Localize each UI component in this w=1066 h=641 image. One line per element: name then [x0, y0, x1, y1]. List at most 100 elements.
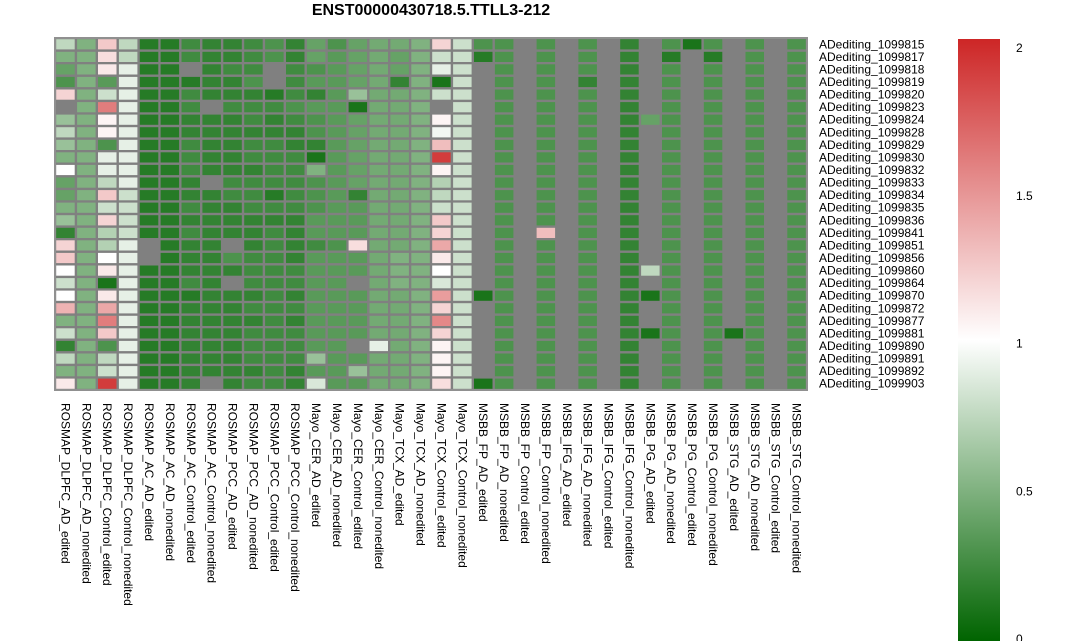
heatmap-cell: [56, 366, 75, 377]
heatmap-cell: [557, 303, 576, 314]
heatmap-cell: [745, 240, 764, 251]
heatmap-cell: [766, 89, 785, 100]
heatmap-cell: [515, 64, 535, 75]
heatmap-cell: [787, 177, 806, 188]
heatmap-cell: [244, 227, 263, 238]
heatmap-cell: [77, 202, 96, 213]
heatmap-cell: [77, 265, 96, 276]
heatmap-cell: [557, 315, 576, 326]
heatmap-cell: [202, 76, 221, 88]
heatmap-cell: [724, 64, 744, 75]
heatmap-cell: [578, 139, 597, 150]
heatmap-cell: [98, 252, 117, 264]
heatmap-cell: [411, 177, 430, 188]
heatmap-cell: [578, 278, 597, 289]
heatmap-cell: [557, 353, 576, 364]
heatmap-cell: [474, 353, 493, 364]
heatmap-cell: [160, 378, 180, 389]
column-label: ROSMAP_PCC_AD_edited: [226, 403, 240, 550]
heatmap-cell: [306, 76, 326, 88]
heatmap-cell: [223, 51, 242, 62]
column-label: Mayo_CER_Control_nonedited: [372, 403, 386, 569]
heatmap-cell: [703, 114, 723, 125]
heatmap-cell: [306, 152, 326, 163]
heatmap-cell: [787, 265, 806, 276]
heatmap-cell: [641, 127, 660, 138]
heatmap-cell: [703, 202, 723, 213]
heatmap-cell: [244, 340, 263, 352]
heatmap-cell: [181, 240, 200, 251]
heatmap-cell: [494, 127, 514, 138]
heatmap-cell: [620, 290, 639, 301]
heatmap-cell: [77, 303, 96, 314]
column-label: MSBB_PG_Control_edited: [685, 403, 699, 546]
heatmap-cell: [432, 89, 451, 100]
heatmap-cell: [724, 139, 744, 150]
heatmap-cell: [181, 177, 200, 188]
heatmap-cell: [724, 202, 744, 213]
heatmap-cell: [77, 227, 96, 238]
heatmap-cell: [223, 202, 242, 213]
heatmap-cell: [286, 240, 305, 251]
heatmap-cell: [98, 378, 117, 389]
heatmap-cell: [453, 227, 472, 238]
heatmap-cell: [557, 177, 576, 188]
heatmap-frame: [54, 37, 808, 391]
heatmap-cell: [745, 114, 764, 125]
heatmap-cell: [286, 39, 305, 50]
heatmap-cell: [118, 315, 138, 326]
column-label: MSBB_IFG_AD_nonedited: [581, 403, 595, 546]
heatmap-cell: [682, 303, 702, 314]
heatmap-cell: [662, 177, 681, 188]
heatmap-cell: [432, 139, 451, 150]
heatmap-cell: [139, 315, 159, 326]
heatmap-cell: [453, 127, 472, 138]
heatmap-cell: [536, 51, 556, 62]
heatmap-cell: [641, 278, 660, 289]
heatmap-cell: [286, 152, 305, 163]
heatmap-cell: [265, 127, 284, 138]
heatmap-cell: [474, 89, 493, 100]
heatmap-cell: [390, 303, 409, 314]
heatmap-cell: [515, 164, 535, 176]
heatmap-cell: [682, 378, 702, 389]
heatmap-cell: [160, 340, 180, 352]
heatmap-cell: [77, 76, 96, 88]
heatmap-cell: [223, 353, 242, 364]
heatmap-cell: [620, 215, 639, 226]
heatmap-cell: [536, 102, 556, 113]
heatmap-cell: [745, 177, 764, 188]
heatmap-cell: [453, 252, 472, 264]
heatmap-cell: [745, 378, 764, 389]
heatmap-cell: [139, 240, 159, 251]
heatmap-cell: [411, 152, 430, 163]
heatmap-cell: [411, 114, 430, 125]
heatmap-cell: [411, 215, 430, 226]
heatmap-cell: [202, 139, 221, 150]
heatmap-cell: [494, 152, 514, 163]
heatmap-cell: [98, 89, 117, 100]
heatmap-cell: [724, 315, 744, 326]
heatmap-cell: [348, 278, 368, 289]
heatmap-cell: [265, 252, 284, 264]
heatmap-cell: [536, 190, 556, 201]
heatmap-cell: [641, 353, 660, 364]
heatmap-cell: [432, 51, 451, 62]
heatmap-cell: [787, 340, 806, 352]
heatmap-cell: [662, 252, 681, 264]
heatmap-cell: [536, 328, 556, 339]
heatmap-cell: [348, 215, 368, 226]
heatmap-cell: [641, 240, 660, 251]
heatmap-cell: [745, 127, 764, 138]
heatmap-cell: [327, 164, 347, 176]
heatmap-cell: [244, 328, 263, 339]
heatmap-cell: [306, 114, 326, 125]
heatmap-cell: [327, 215, 347, 226]
heatmap-cell: [139, 227, 159, 238]
heatmap-cell: [306, 353, 326, 364]
heatmap-cell: [641, 202, 660, 213]
row-label: ADediting_1099832: [819, 163, 925, 177]
heatmap-cell: [662, 340, 681, 352]
heatmap-cell: [662, 315, 681, 326]
heatmap-cell: [599, 353, 618, 364]
